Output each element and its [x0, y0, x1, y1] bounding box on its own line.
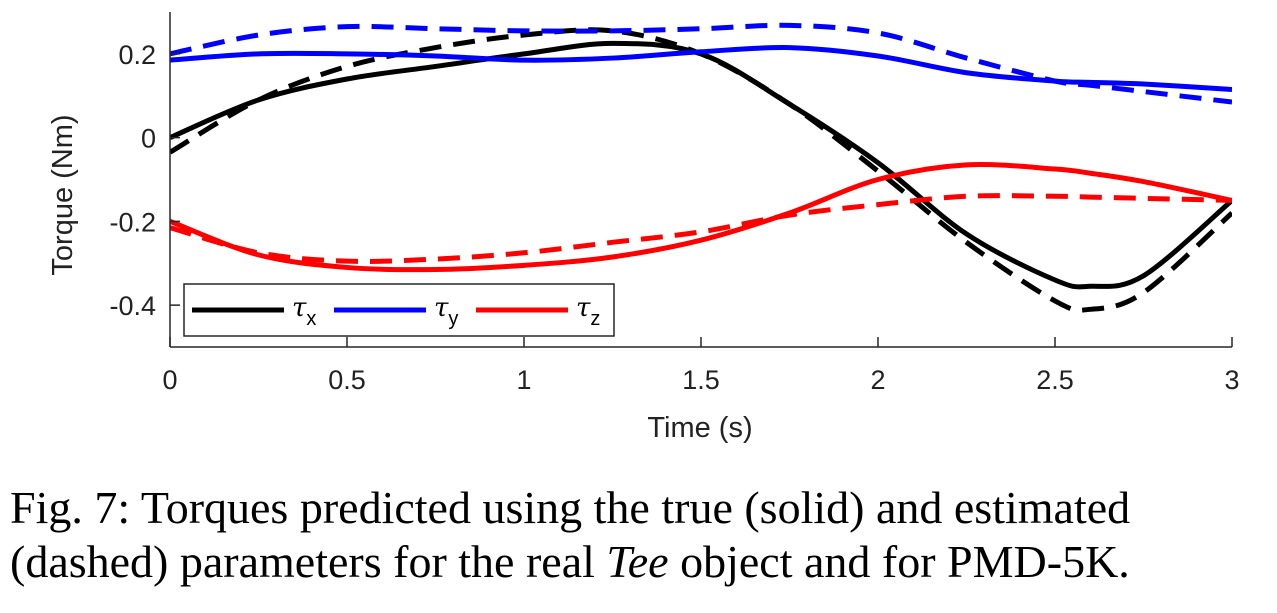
x-tick-label: 1: [516, 365, 531, 395]
torque-chart: 0 0.5 1 1.5 2 2.5 3 -0.4 -0.2 0 0.2 Time (s) Torqu…: [47, 12, 1240, 444]
series-line-tau-x-solid: [170, 40, 1232, 290]
legend: τx τy τz: [183, 283, 615, 337]
x-tick-label: 0: [162, 365, 177, 395]
y-tick-label: -0.2: [109, 207, 156, 237]
x-axis-label: Time (s): [647, 412, 752, 444]
legend-subscript: z: [590, 308, 600, 330]
y-tick-label: -0.4: [109, 291, 156, 321]
x-tick-label: 1.5: [682, 365, 720, 395]
y-axis-label: Torque (Nm): [47, 114, 79, 275]
caption-prefix: Fig. 7: Torques predicted using the true…: [10, 482, 1131, 587]
caption-emphasis: Tee: [606, 536, 669, 587]
series-line-tau-z-dashed: [170, 193, 1232, 264]
y-tick-label: 0: [141, 124, 156, 154]
series-line-tau-z-solid: [170, 161, 1232, 273]
ticks: 0 0.5 1 1.5 2 2.5 3 -0.4 -0.2 0 0.2: [109, 40, 1239, 395]
x-tick-label: 2.5: [1036, 365, 1074, 395]
x-tick-label: 3: [1224, 365, 1239, 395]
series-line-tau-y-dashed: [170, 22, 1232, 105]
legend-subscript: y: [448, 308, 458, 330]
figure-caption: Fig. 7: Torques predicted using the true…: [10, 481, 1272, 589]
caption-suffix: object and for PMD-5K.: [668, 536, 1130, 587]
y-tick-label: 0.2: [118, 40, 156, 70]
plot-lines: [170, 22, 1232, 313]
x-tick-label: 2: [870, 365, 885, 395]
x-tick-label: 0.5: [328, 365, 366, 395]
legend-subscript: x: [306, 308, 316, 330]
